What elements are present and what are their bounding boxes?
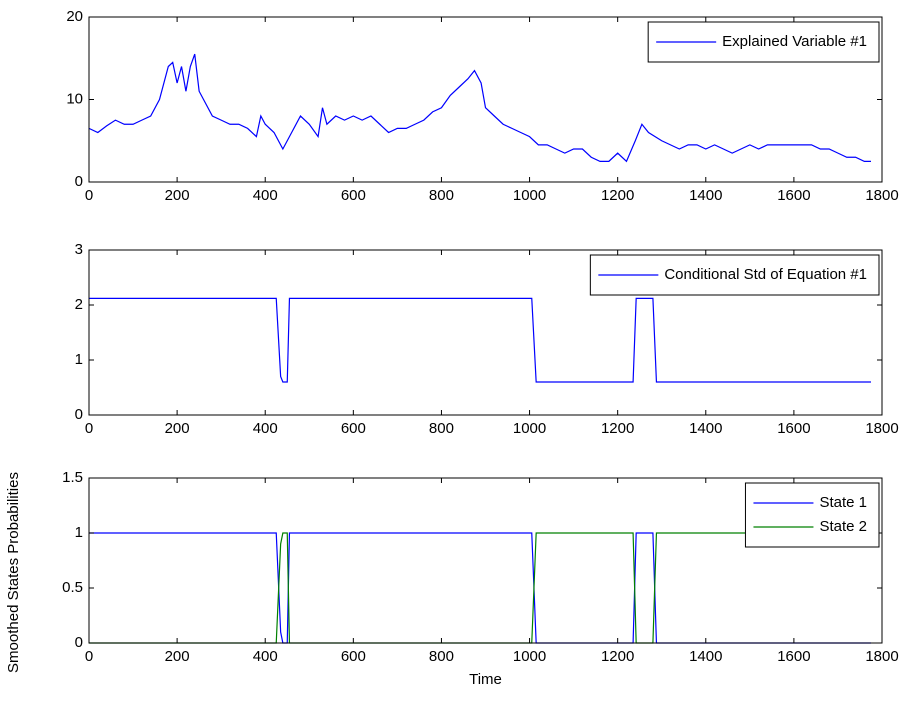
legend-box <box>744 482 880 548</box>
x-tick-label: 800 <box>429 648 454 665</box>
y-tick-label: 0 <box>75 173 83 190</box>
axes-box <box>88 477 883 644</box>
axes-box <box>88 249 883 416</box>
y-tick-label: 20 <box>66 8 83 25</box>
x-tick-label: 1000 <box>513 648 546 665</box>
y-tick-label: 10 <box>66 90 83 107</box>
y-tick-label: 2 <box>75 296 83 313</box>
series-line <box>88 53 871 163</box>
x-tick-label: 1200 <box>601 648 634 665</box>
y-tick-label: 1 <box>75 351 83 368</box>
x-tick-label: 400 <box>253 648 278 665</box>
series-line <box>89 532 871 644</box>
legend-label: Explained Variable #1 <box>722 33 867 50</box>
x-tick-label: 800 <box>429 420 454 437</box>
legend-label: Conditional Std of Equation #1 <box>664 266 867 283</box>
x-tick-label: 200 <box>165 648 190 665</box>
x-tick-label: 400 <box>253 187 278 204</box>
y-axis-label: Smoothed States Probabilities <box>5 472 22 673</box>
x-tick-label: 400 <box>253 420 278 437</box>
series-line <box>89 297 871 383</box>
x-tick-label: 600 <box>341 420 366 437</box>
x-tick-label: 1200 <box>601 420 634 437</box>
x-tick-label: 800 <box>429 187 454 204</box>
x-tick-label: 600 <box>341 648 366 665</box>
y-tick-label: 0 <box>75 406 83 423</box>
legend-label: State 1 <box>819 494 867 511</box>
x-tick-label: 1000 <box>513 187 546 204</box>
y-tick-label: 1 <box>75 524 83 541</box>
x-tick-label: 200 <box>165 187 190 204</box>
x-tick-label: 1200 <box>601 187 634 204</box>
x-tick-label: 600 <box>341 187 366 204</box>
x-tick-label: 1800 <box>865 420 898 437</box>
x-tick-label: 1800 <box>865 648 898 665</box>
x-tick-label: 1400 <box>689 187 722 204</box>
y-tick-label: 3 <box>75 241 83 258</box>
x-tick-label: 0 <box>85 420 93 437</box>
x-tick-label: 0 <box>85 648 93 665</box>
x-tick-label: 1400 <box>689 648 722 665</box>
x-axis-label: Time <box>469 671 502 688</box>
x-tick-label: 1600 <box>777 648 810 665</box>
x-tick-label: 0 <box>85 187 93 204</box>
x-tick-label: 1800 <box>865 187 898 204</box>
x-tick-label: 1000 <box>513 420 546 437</box>
x-tick-label: 1400 <box>689 420 722 437</box>
y-tick-label: 0.5 <box>62 579 83 596</box>
x-tick-label: 1600 <box>777 187 810 204</box>
legend-label: State 2 <box>819 518 867 535</box>
y-tick-label: 1.5 <box>62 469 83 486</box>
y-tick-label: 0 <box>75 634 83 651</box>
x-tick-label: 200 <box>165 420 190 437</box>
x-tick-label: 1600 <box>777 420 810 437</box>
